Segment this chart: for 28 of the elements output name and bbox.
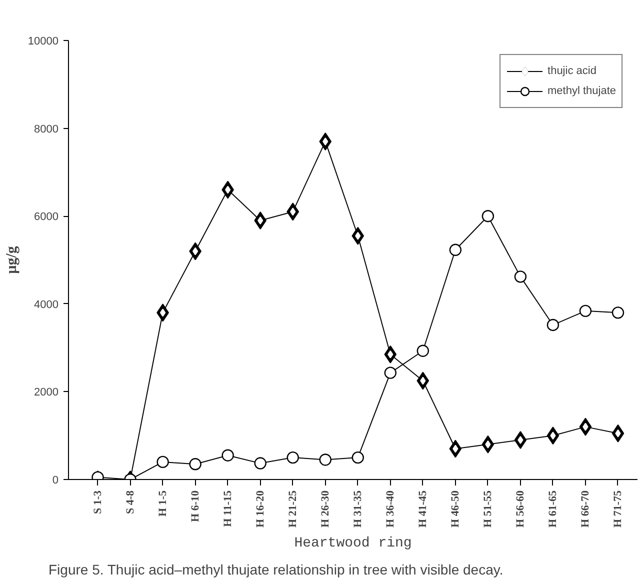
x-tick-label: H 41-45 bbox=[416, 490, 429, 528]
x-tick-label: H 21-25 bbox=[286, 490, 299, 528]
x-tick-label: H 36-40 bbox=[384, 490, 396, 528]
x-tick-label: H 16-20 bbox=[254, 490, 266, 528]
x-tick-label: H 1-5 bbox=[156, 490, 169, 516]
x-tick-label: H 31-35 bbox=[352, 490, 364, 528]
x-tick-label: H 71-75 bbox=[612, 490, 624, 528]
x-tick-label: H 6-10 bbox=[189, 490, 202, 522]
y-tick-label: 2000 bbox=[34, 386, 59, 399]
x-tick-label: H 51-55 bbox=[482, 490, 494, 528]
x-tick-label: H 11-15 bbox=[222, 490, 234, 527]
x-tick-label: H 61-65 bbox=[546, 490, 559, 528]
y-tick-label: 8000 bbox=[34, 123, 59, 136]
legend-label: thujic acid bbox=[548, 65, 596, 77]
x-axis-title: Heartwood ring bbox=[294, 535, 412, 552]
caption: Figure 5. Thujic acid–methyl thujate relationship in tree with visible decay. bbox=[48, 562, 504, 578]
y-axis-title: µg/g bbox=[4, 246, 20, 274]
legend-label: methyl thujate bbox=[548, 85, 616, 97]
x-tick-label: H 26-30 bbox=[319, 490, 332, 528]
x-tick-label: S 1-3 bbox=[92, 490, 104, 514]
y-tick-label: 6000 bbox=[34, 211, 59, 224]
y-tick-label: 4000 bbox=[34, 298, 59, 311]
y-tick-label: 10000 bbox=[28, 36, 59, 48]
x-tick-label: H 56-60 bbox=[514, 490, 526, 528]
x-tick-label: H 46-50 bbox=[449, 490, 462, 528]
x-tick-label: H 66-70 bbox=[579, 490, 592, 528]
y-tick-label: 0 bbox=[52, 474, 59, 486]
x-tick-label: S 4-8 bbox=[124, 490, 136, 514]
